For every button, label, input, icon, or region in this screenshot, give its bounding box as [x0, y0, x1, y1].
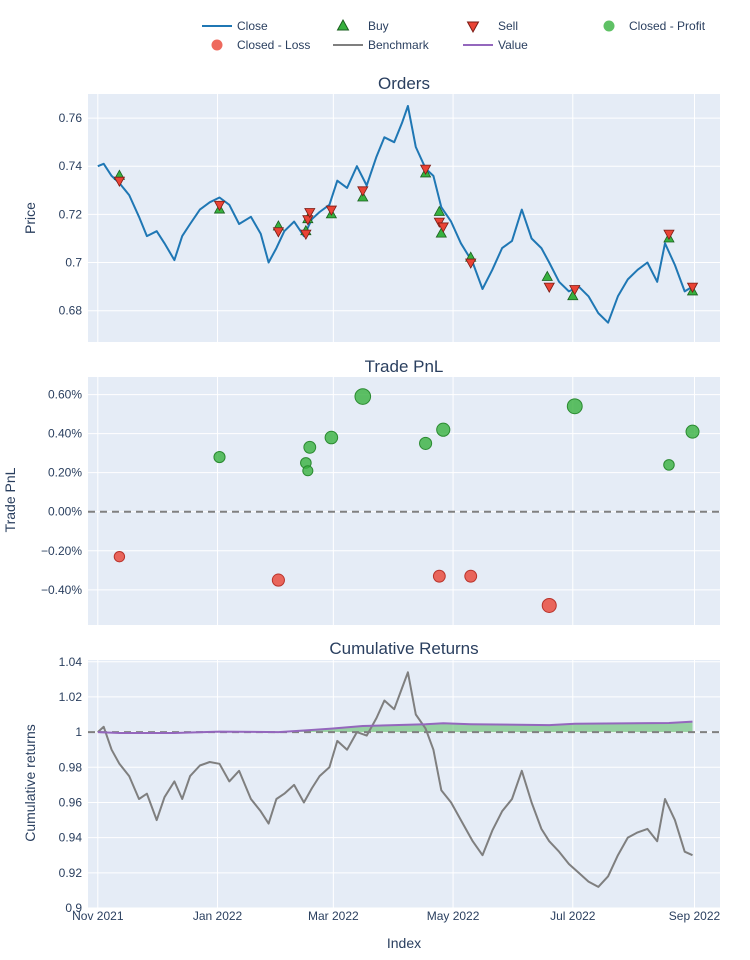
legend-swatch-closed-loss	[211, 39, 223, 51]
y-tick-label: 0.60%	[48, 388, 82, 402]
y-tick-label: 0.20%	[48, 466, 82, 480]
y-tick-label: 0.92	[59, 866, 83, 880]
y-tick-label: 0.40%	[48, 427, 82, 441]
x-axis-title: Index	[387, 935, 421, 951]
y-tick-label: 0.68	[59, 304, 83, 318]
y-tick-label: 0.00%	[48, 505, 82, 519]
plot-area	[88, 377, 720, 625]
legend-label-close: Close	[237, 19, 268, 33]
legend-label-buy: Buy	[368, 19, 389, 33]
closed-profit-marker[interactable]	[213, 451, 226, 464]
closed-profit-marker[interactable]	[685, 424, 700, 439]
y-tick-label: 1.04	[59, 655, 83, 669]
closed-profit-marker[interactable]	[324, 430, 339, 445]
y-axis-title-cumulative-returns: Cumulative returns	[22, 724, 38, 842]
sell-marker[interactable]	[419, 164, 432, 175]
legend-item-value[interactable]: Value	[463, 38, 528, 52]
trade-pnl-panel[interactable]: −0.40% −0.20% 0.00% 0.20% 0.40% 0.60%	[41, 377, 720, 625]
x-tick-label: Nov 2021	[72, 909, 124, 923]
subplot-title-orders: Orders	[378, 74, 430, 93]
y-tick-label: 0.7	[65, 256, 82, 270]
legend-label-closed-loss: Closed - Loss	[237, 38, 310, 52]
sell-marker[interactable]	[357, 186, 369, 197]
closed-loss-marker[interactable]	[113, 550, 126, 563]
buy-marker[interactable]	[541, 270, 553, 281]
y-tick-label: 0.9	[65, 901, 82, 915]
plot-area	[88, 94, 720, 342]
closed-profit-marker[interactable]	[419, 436, 433, 450]
legend-item-closed-profit[interactable]: Closed - Profit	[603, 19, 706, 33]
x-axis-ticks: Nov 2021 Jan 2022 Mar 2022 May 2022 Jul 2022…	[72, 909, 720, 923]
closed-loss-marker[interactable]	[464, 569, 478, 583]
closed-profit-marker[interactable]	[354, 388, 372, 405]
sell-marker[interactable]	[325, 205, 338, 216]
legend: Close Buy Sell Closed - Profit Closed - …	[202, 18, 706, 52]
x-tick-label: Jul 2022	[550, 909, 596, 923]
closed-profit-marker[interactable]	[302, 465, 314, 477]
sell-marker[interactable]	[304, 208, 316, 219]
closed-loss-marker[interactable]	[271, 573, 285, 587]
closed-loss-marker[interactable]	[541, 597, 557, 613]
closed-loss-marker[interactable]	[432, 569, 446, 583]
sell-marker[interactable]	[272, 227, 285, 238]
y-axis-title-trade-pnl: Trade PnL	[2, 467, 18, 532]
buy-marker[interactable]	[433, 205, 446, 216]
y-tick-label: 0.94	[59, 831, 83, 845]
sell-marker[interactable]	[663, 229, 675, 240]
sell-marker[interactable]	[569, 285, 581, 296]
y-tick-label: 0.76	[59, 111, 83, 125]
y-tick-label: 0.74	[59, 159, 83, 173]
x-tick-label: Sep 2022	[669, 909, 721, 923]
closed-profit-marker[interactable]	[566, 398, 583, 415]
y-tick-label: −0.20%	[41, 544, 82, 558]
legend-swatch-buy	[336, 18, 350, 31]
buy-marker[interactable]	[435, 227, 447, 238]
legend-swatch-sell	[466, 21, 480, 34]
legend-item-closed-loss[interactable]: Closed - Loss	[211, 38, 311, 52]
y-tick-label: 1.02	[59, 690, 83, 704]
y-tick-label: 0.96	[59, 795, 83, 809]
legend-item-sell[interactable]: Sell	[466, 19, 519, 34]
value-line[interactable]	[97, 720, 693, 734]
closed-profit-marker[interactable]	[303, 440, 317, 454]
legend-label-closed-profit: Closed - Profit	[629, 19, 706, 33]
value-profit-fill	[97, 721, 693, 733]
cumulative-returns-panel[interactable]: 0.9 0.92 0.94 0.96 0.98 1 1.02 1.04	[59, 655, 720, 915]
sell-marker[interactable]	[300, 229, 312, 240]
sell-marker[interactable]	[213, 200, 226, 212]
sell-marker[interactable]	[302, 215, 314, 226]
closed-profit-marker[interactable]	[436, 422, 451, 437]
legend-swatch-closed-profit	[603, 20, 615, 32]
legend-label-benchmark: Benchmark	[368, 38, 430, 52]
sell-marker[interactable]	[465, 258, 477, 269]
y-tick-label: 0.98	[59, 760, 83, 774]
legend-item-buy[interactable]: Buy	[336, 18, 389, 33]
legend-label-sell: Sell	[498, 19, 518, 33]
sell-marker[interactable]	[113, 176, 126, 188]
sell-marker[interactable]	[437, 222, 449, 233]
y-axis-title-price: Price	[22, 202, 38, 234]
benchmark-line[interactable]	[97, 671, 693, 888]
plot-area	[88, 660, 720, 908]
x-tick-label: Jan 2022	[193, 909, 243, 923]
y-tick-label: −0.40%	[41, 583, 82, 597]
buy-marker[interactable]	[567, 289, 579, 301]
closed-profit-marker[interactable]	[663, 459, 675, 471]
y-tick-label: 0.72	[59, 207, 83, 221]
legend-label-value: Value	[498, 38, 528, 52]
legend-item-benchmark[interactable]: Benchmark	[333, 38, 430, 52]
close-line[interactable]	[97, 105, 694, 324]
subplot-title-trade-pnl: Trade PnL	[365, 357, 444, 376]
orders-panel[interactable]: 0.68 0.7 0.72 0.74 0.76	[59, 94, 720, 342]
subplot-title-cumulative-returns: Cumulative Returns	[329, 639, 478, 658]
sell-marker[interactable]	[686, 282, 699, 293]
x-tick-label: Mar 2022	[308, 909, 359, 923]
y-tick-label: 1	[75, 725, 82, 739]
x-tick-label: May 2022	[427, 909, 480, 923]
sell-marker[interactable]	[543, 282, 555, 293]
legend-item-close[interactable]: Close	[202, 19, 268, 33]
